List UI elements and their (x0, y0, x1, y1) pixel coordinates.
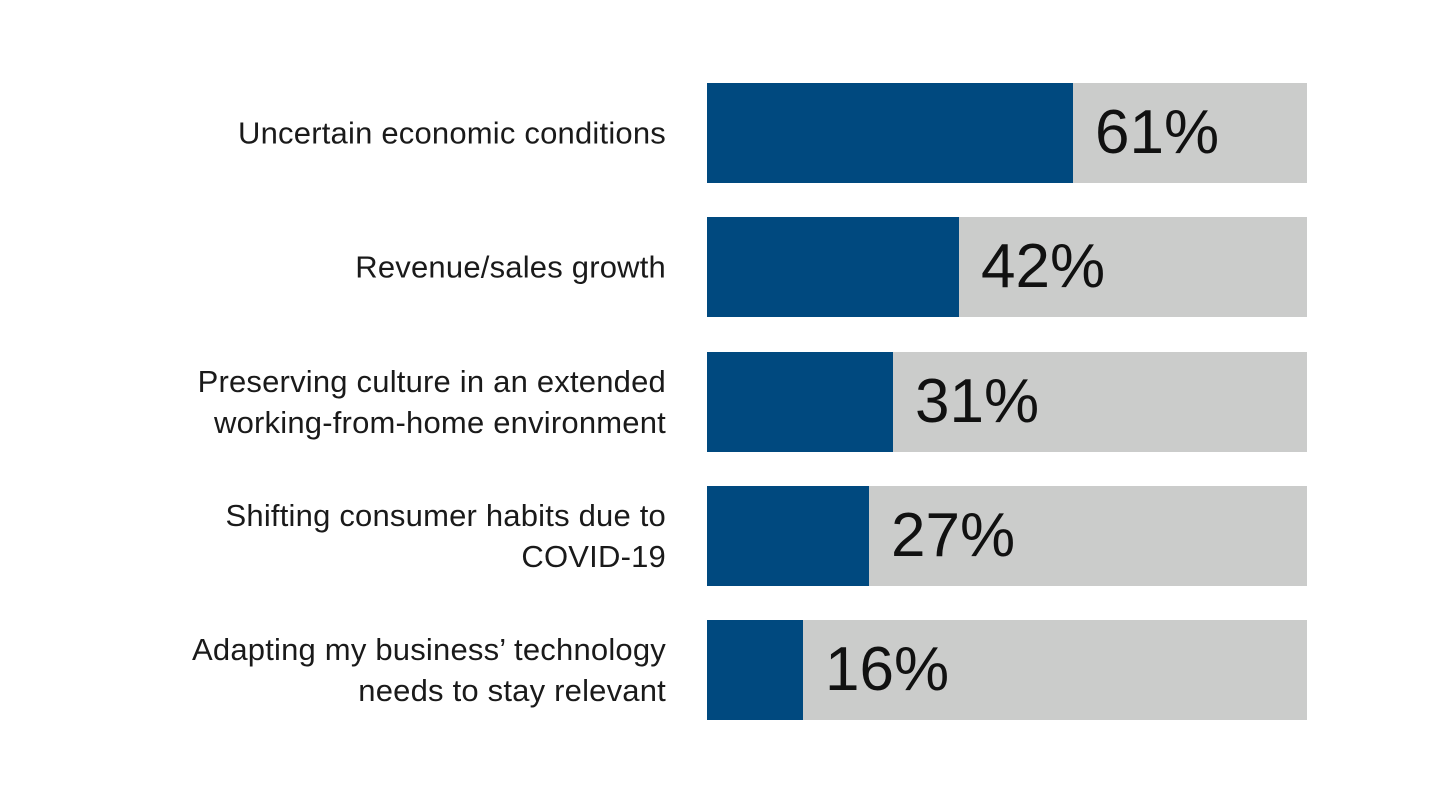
bar-track: 61% (707, 83, 1307, 183)
category-label: Shifting consumer habits due to COVID-19 (225, 498, 666, 574)
bar-fill (707, 620, 803, 720)
bar-row: Uncertain economic conditions 61% (0, 83, 1440, 183)
bar-row: Preserving culture in an extended workin… (0, 352, 1440, 452)
bar-track: 27% (707, 486, 1307, 586)
bar-row: Adapting my business’ technology needs t… (0, 620, 1440, 720)
bar-row: Shifting consumer habits due to COVID-19… (0, 486, 1440, 586)
bar-fill (707, 486, 869, 586)
category-label: Preserving culture in an extended workin… (197, 364, 666, 440)
bar-row: Revenue/sales growth 42% (0, 217, 1440, 317)
bar-track: 31% (707, 352, 1307, 452)
value-label: 31% (915, 367, 1040, 436)
value-label: 27% (891, 501, 1016, 570)
bar-fill (707, 217, 959, 317)
bar-track: 42% (707, 217, 1307, 317)
value-label: 16% (825, 635, 950, 704)
value-label: 42% (981, 232, 1106, 301)
bar-fill (707, 352, 893, 452)
category-label: Adapting my business’ technology needs t… (192, 632, 666, 708)
category-label: Uncertain economic conditions (238, 115, 666, 151)
bar-fill (707, 83, 1073, 183)
category-label: Revenue/sales growth (355, 249, 666, 285)
bar-track: 16% (707, 620, 1307, 720)
value-label: 61% (1095, 98, 1220, 167)
